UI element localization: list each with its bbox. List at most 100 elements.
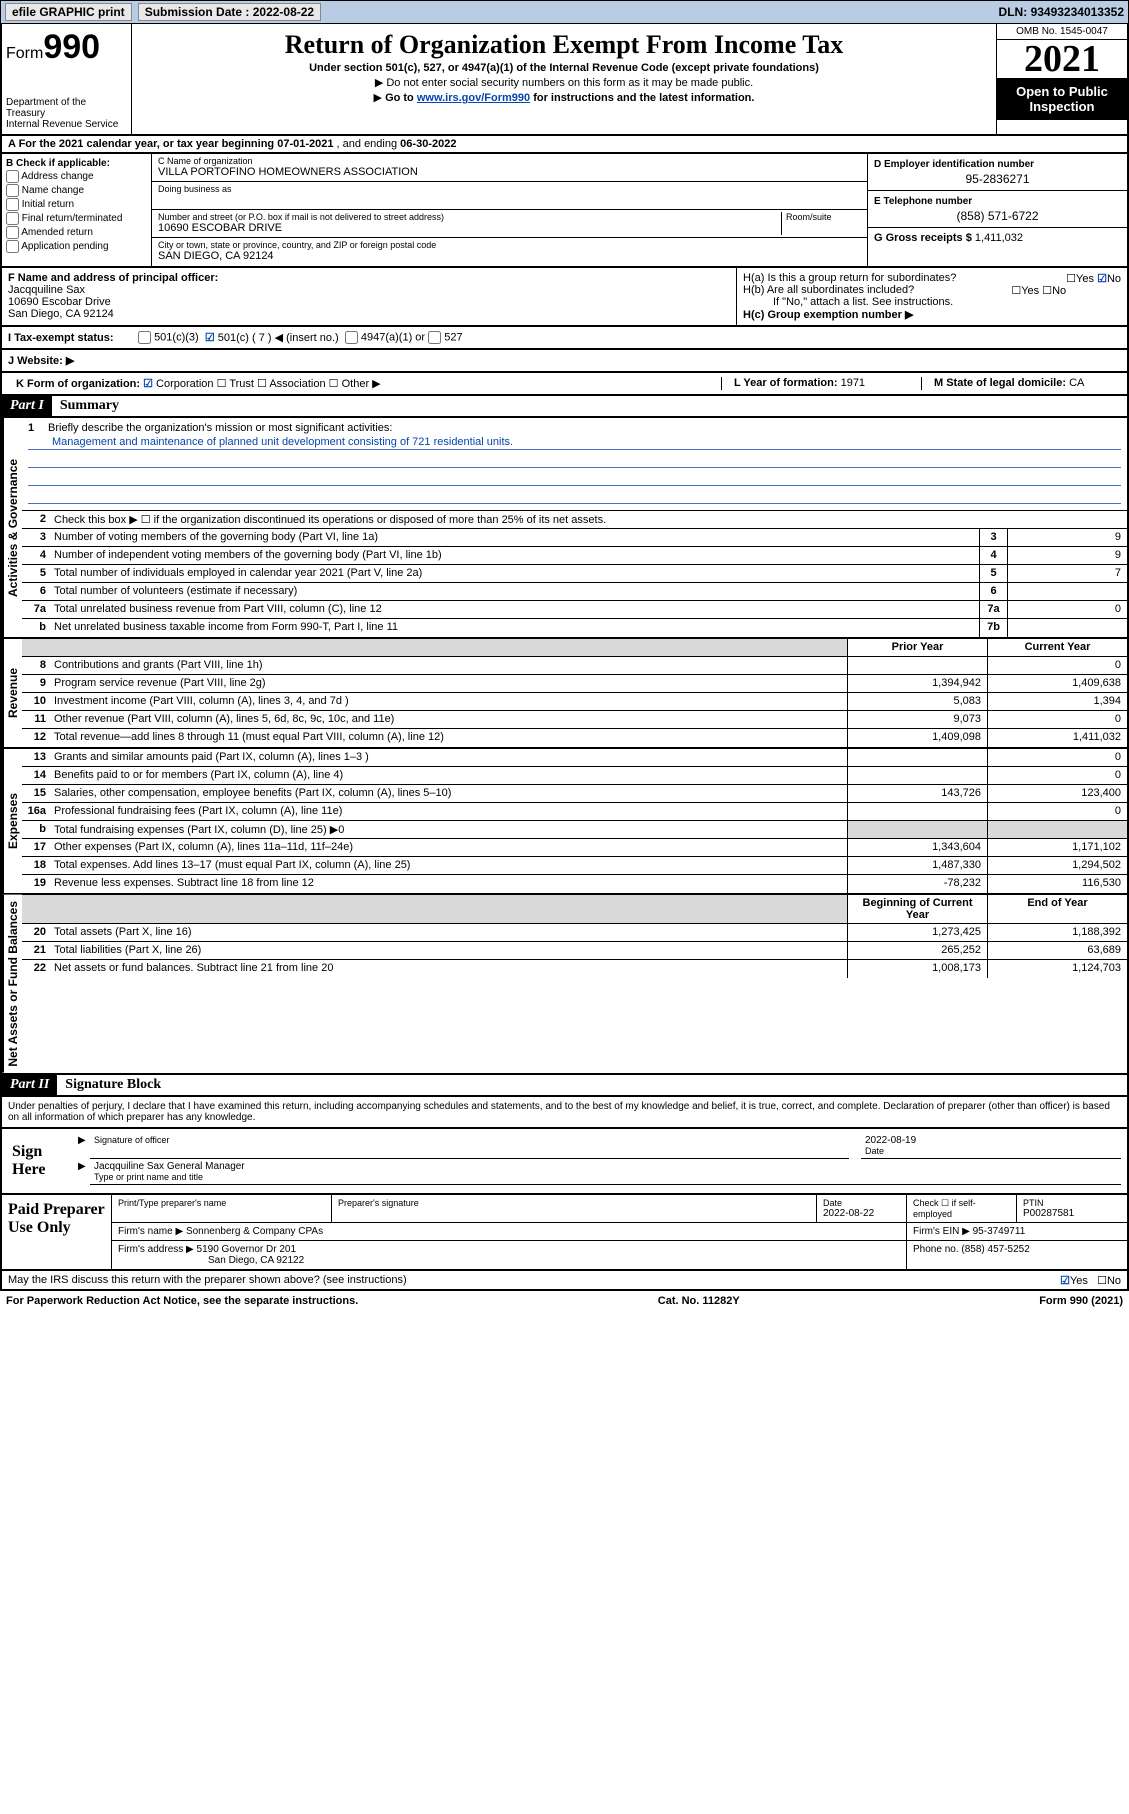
dln-label: DLN: — [999, 5, 1028, 19]
e14c: 0 — [987, 767, 1127, 784]
firm-ein-value: 95-3749711 — [973, 1226, 1026, 1237]
hc-label: H(c) Group exemption number ▶ — [743, 309, 913, 321]
b-opt-final[interactable]: Final return/terminated — [6, 212, 147, 225]
f-label: F Name and address of principal officer: — [8, 272, 218, 284]
col-deg: D Employer identification number 95-2836… — [867, 154, 1127, 266]
l4v: 9 — [1007, 547, 1127, 564]
col-cd: C Name of organization VILLA PORTOFINO H… — [152, 154, 867, 266]
i-501c3[interactable]: 501(c)(3) — [138, 331, 199, 344]
b-opt-address[interactable]: Address change — [6, 170, 147, 183]
q1: Briefly describe the organization's miss… — [48, 422, 392, 434]
prep-name-label: Print/Type preparer's name — [118, 1198, 325, 1208]
paid-preparer-label: Paid Preparer Use Only — [2, 1195, 112, 1269]
d-ein-row: D Employer identification number 95-2836… — [868, 154, 1127, 191]
part1-hdr: Part I — [2, 396, 52, 416]
e16bc — [987, 821, 1127, 838]
k-form-org: K Form of organization: ☑ Corporation ☐ … — [8, 377, 721, 390]
ptin-label: PTIN — [1023, 1198, 1121, 1208]
r8d: Contributions and grants (Part VIII, lin… — [50, 657, 847, 674]
hb-yn: ☐Yes ☐No — [1011, 284, 1066, 297]
i-4947[interactable]: 4947(a)(1) or — [345, 331, 425, 344]
n20c: 1,188,392 — [987, 924, 1127, 941]
ha-label: H(a) Is this a group return for subordin… — [743, 272, 956, 284]
c-name-value: VILLA PORTOFINO HOMEOWNERS ASSOCIATION — [158, 166, 861, 178]
sig-date-field: 2022-08-19 Date — [861, 1133, 1121, 1159]
r9d: Program service revenue (Part VIII, line… — [50, 675, 847, 692]
r11d: Other revenue (Part VIII, column (A), li… — [50, 711, 847, 728]
sign-here-block: Sign Here ▶ Signature of officer 2022-08… — [0, 1129, 1129, 1195]
form-header: Form990 Department of the Treasury Inter… — [0, 24, 1129, 136]
part2-title: Signature Block — [57, 1077, 161, 1093]
part1-gov-block: Activities & Governance 1Briefly describ… — [0, 418, 1129, 639]
section-bcde: B Check if applicable: Address change Na… — [0, 154, 1129, 268]
col-end: End of Year — [987, 895, 1127, 923]
form-subtitle-3: Go to www.irs.gov/Form990 for instructio… — [138, 91, 990, 104]
header-left: Form990 Department of the Treasury Inter… — [2, 24, 132, 134]
e15c: 123,400 — [987, 785, 1127, 802]
b-opt-pending[interactable]: Application pending — [6, 240, 147, 253]
sig-officer-field: ▶ Signature of officer — [90, 1133, 849, 1159]
a-label: A For the 2021 calendar year, or tax yea… — [8, 138, 277, 150]
form-number: Form990 — [6, 28, 127, 67]
rev-content: Prior YearCurrent Year 8Contributions an… — [22, 639, 1127, 747]
ptin-value: P00287581 — [1023, 1208, 1121, 1219]
m-value: CA — [1069, 377, 1084, 389]
r12d: Total revenue—add lines 8 through 11 (mu… — [50, 729, 847, 747]
c-addr-value: 10690 ESCOBAR DRIVE — [158, 222, 781, 234]
g-gross-row: G Gross receipts $ 1,411,032 — [868, 228, 1127, 248]
tab-net-assets: Net Assets or Fund Balances — [2, 895, 22, 1073]
officer-name: Jacqquiline Sax General Manager — [94, 1161, 1117, 1172]
e19d: Revenue less expenses. Subtract line 18 … — [50, 875, 847, 893]
m-label: M State of legal domicile: — [934, 377, 1066, 389]
row-a-tax-year: A For the 2021 calendar year, or tax yea… — [0, 136, 1129, 154]
hb-row: H(b) Are all subordinates included? ☐Yes… — [743, 284, 1121, 296]
j-label: J Website: ▶ — [8, 354, 74, 367]
b-opt-name[interactable]: Name change — [6, 184, 147, 197]
l7ad: Total unrelated business revenue from Pa… — [50, 601, 979, 618]
l3d: Number of voting members of the governin… — [50, 529, 979, 546]
part2-hdr: Part II — [2, 1075, 57, 1095]
form990-link[interactable]: www.irs.gov/Form990 — [417, 92, 530, 104]
i-501c[interactable]: ☑ 501(c) ( 7 ) ◀ (insert no.) — [205, 331, 339, 344]
hc-row: H(c) Group exemption number ▶ — [743, 308, 1121, 321]
l7bv — [1007, 619, 1127, 637]
a-end: 06-30-2022 — [400, 138, 456, 150]
n22c: 1,124,703 — [987, 960, 1127, 978]
firm-addr1: 5190 Governor Dr 201 — [197, 1244, 297, 1255]
k-trust: Trust — [229, 378, 254, 390]
prep-check: Check ☐ if self-employed — [907, 1195, 1017, 1222]
c-dba-row: Doing business as — [152, 182, 867, 210]
b-opt-initial[interactable]: Initial return — [6, 198, 147, 211]
prep-date-value: 2022-08-22 — [823, 1208, 900, 1219]
dln-value: 93493234013352 — [1031, 5, 1124, 19]
r8c: 0 — [987, 657, 1127, 674]
i-527[interactable]: 527 — [428, 331, 462, 344]
g-label: G Gross receipts $ — [874, 232, 972, 244]
irs-label: Internal Revenue Service — [6, 119, 127, 130]
part1-rev-block: Revenue Prior YearCurrent Year 8Contribu… — [0, 639, 1129, 749]
r12p: 1,409,098 — [847, 729, 987, 747]
r11c: 0 — [987, 711, 1127, 728]
tax-year: 2021 — [997, 40, 1127, 78]
header-middle: Return of Organization Exempt From Incom… — [132, 24, 997, 134]
part1-net-block: Net Assets or Fund Balances Beginning of… — [0, 895, 1129, 1075]
sub3-pre: Go to — [385, 92, 417, 104]
row-klm: K Form of organization: ☑ Corporation ☐ … — [0, 373, 1129, 396]
e17p: 1,343,604 — [847, 839, 987, 856]
efile-topbar: efile GRAPHIC print Submission Date : 20… — [0, 0, 1129, 24]
discuss-row: May the IRS discuss this return with the… — [0, 1271, 1129, 1291]
e13d: Grants and similar amounts paid (Part IX… — [50, 749, 847, 766]
c-dba-label: Doing business as — [158, 184, 861, 194]
l-year-formation: L Year of formation: 1971 — [721, 377, 921, 390]
discuss-text: May the IRS discuss this return with the… — [8, 1274, 407, 1286]
b-opt-amended[interactable]: Amended return — [6, 226, 147, 239]
l3v: 9 — [1007, 529, 1127, 546]
col-prior: Prior Year — [847, 639, 987, 656]
c-city-row: City or town, state or province, country… — [152, 238, 867, 266]
tab-expenses: Expenses — [2, 749, 22, 893]
open-public-box: Open to Public Inspection — [997, 78, 1127, 120]
l7av: 0 — [1007, 601, 1127, 618]
hb-label: H(b) Are all subordinates included? — [743, 284, 914, 296]
efile-graphic-label: efile GRAPHIC print — [5, 3, 132, 21]
k-corp: Corporation — [156, 378, 213, 390]
